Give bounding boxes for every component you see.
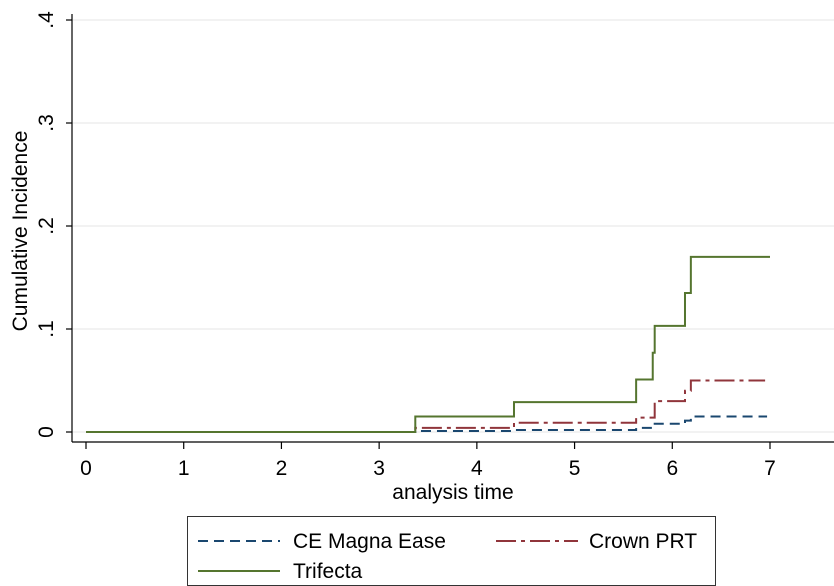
x-axis-title: analysis time [392, 481, 513, 504]
x-tick-label: 3 [373, 457, 385, 480]
x-tick-label: 4 [471, 457, 483, 480]
series-line-trifecta [86, 255, 770, 433]
series-lines [86, 255, 770, 433]
series-line-ce-magna-ease [86, 415, 768, 433]
x-tick-label: 6 [666, 457, 678, 480]
y-axis-ticks: 0 .1 .2 .3 .4 [35, 11, 72, 438]
y-tick-label: .4 [35, 11, 58, 29]
legend: CE Magna Ease Crown PRT Trifecta [187, 516, 716, 586]
y-tick-label: .3 [35, 114, 58, 132]
x-axis-ticks: 0 1 2 3 4 5 6 7 [80, 442, 776, 480]
legend-label: Crown PRT [589, 530, 697, 553]
legend-item-trifecta: Trifecta [198, 560, 363, 583]
y-tick-label: 0 [35, 426, 58, 438]
y-tick-label: .1 [35, 320, 58, 338]
series-line-crown-prt [86, 379, 766, 433]
x-tick-label: 2 [276, 457, 288, 480]
legend-frame [187, 516, 716, 586]
legend-item-crown-prt: Crown PRT [496, 530, 697, 553]
legend-label: Trifecta [293, 560, 363, 583]
legend-item-ce-magna-ease: CE Magna Ease [198, 530, 446, 553]
x-tick-label: 5 [569, 457, 581, 480]
x-tick-label: 1 [178, 457, 190, 480]
legend-label: CE Magna Ease [293, 530, 446, 553]
y-tick-label: .2 [35, 217, 58, 235]
x-tick-label: 0 [80, 457, 92, 480]
y-axis-title: Cumulative Incidence [9, 131, 32, 332]
x-tick-label: 7 [764, 457, 776, 480]
